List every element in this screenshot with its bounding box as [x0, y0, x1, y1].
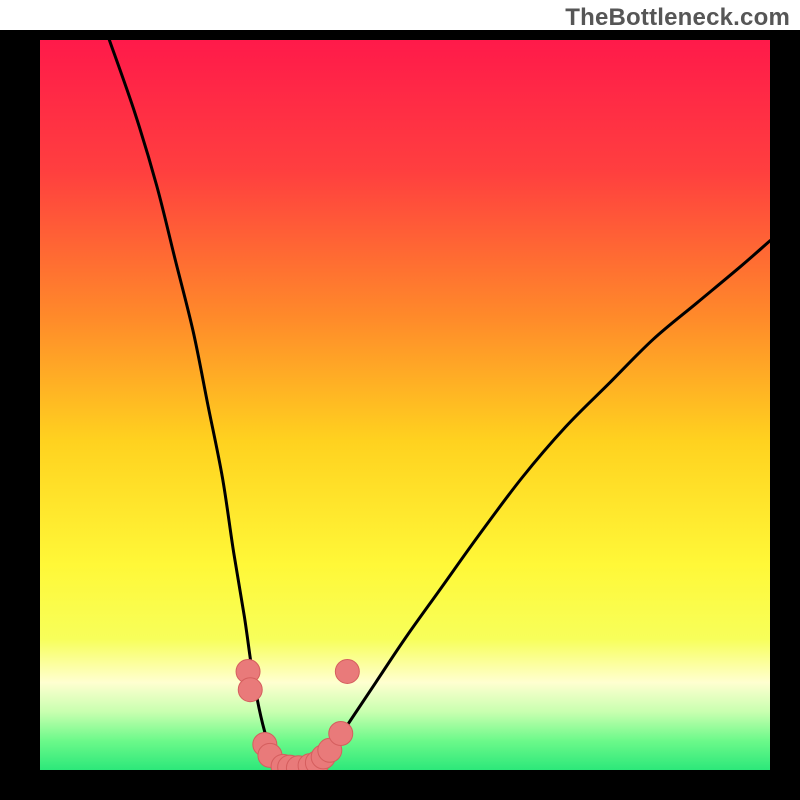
data-dot: [238, 678, 262, 702]
data-dot: [335, 659, 359, 683]
watermark-text: TheBottleneck.com: [565, 4, 790, 32]
bottleneck-chart: [0, 0, 800, 800]
plot-background: [40, 40, 770, 770]
data-dot: [329, 722, 353, 746]
